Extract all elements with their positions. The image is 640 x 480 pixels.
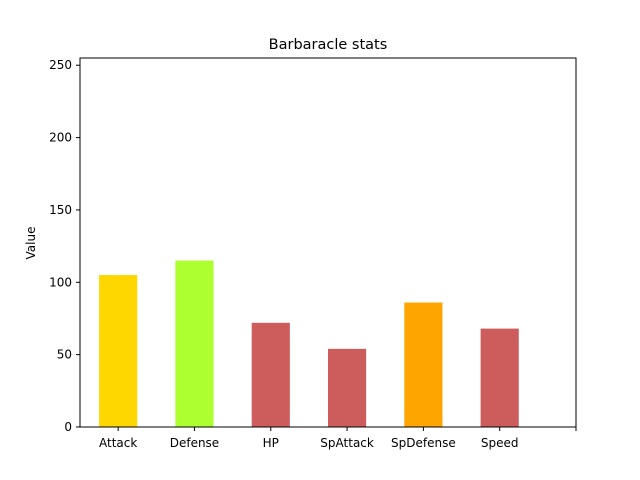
y-axis-label: Value [24, 227, 38, 260]
x-tick-label: Speed [481, 436, 519, 450]
x-tick-label: HP [263, 436, 279, 450]
chart-title: Barbaracle stats [269, 37, 388, 53]
bars-group [99, 260, 519, 427]
bar-hp [251, 322, 290, 427]
plot-frame [79, 57, 577, 428]
bar-speed [480, 328, 519, 427]
bar-attack [99, 275, 138, 427]
x-tick-label: SpDefense [391, 436, 456, 450]
y-tick-label: 100 [49, 275, 72, 289]
y-tick-label: 0 [64, 420, 72, 434]
x-tick-label: Attack [99, 436, 137, 450]
x-tick-label: Defense [170, 436, 219, 450]
y-axis: 0 50 100 150 200 250 [49, 58, 80, 434]
bar-spdefense [404, 302, 443, 427]
y-tick-label: 150 [49, 203, 72, 217]
x-tick-label: SpAttack [320, 436, 374, 450]
bar-spattack [328, 348, 367, 427]
y-tick-label: 200 [49, 131, 72, 145]
bar-defense [175, 260, 214, 427]
y-tick-label: 50 [57, 348, 72, 362]
y-tick-label: 250 [49, 58, 72, 72]
x-axis: Attack Defense HP SpAttack SpDefense Speed [99, 427, 577, 450]
